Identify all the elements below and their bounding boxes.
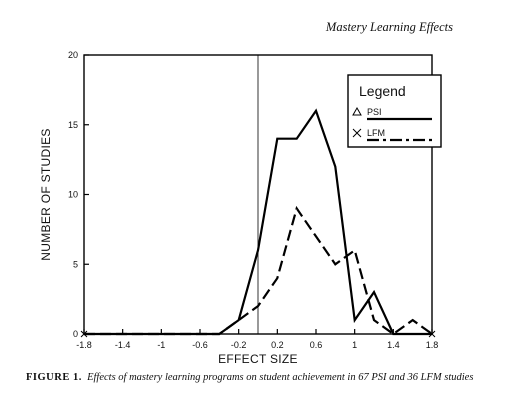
x-marker-start	[80, 330, 88, 338]
y-tick-label: 0	[73, 329, 78, 339]
x-tick-label: -0.2	[231, 340, 247, 350]
y-axis: 0 5 10 15 20	[68, 50, 89, 339]
series-layer	[80, 108, 436, 338]
legend-label-psi: PSI	[367, 107, 382, 117]
figure-label: FIGURE 1.	[26, 372, 82, 383]
x-tick-label: 0.2	[271, 340, 284, 350]
x-tick-label: -1.8	[76, 340, 92, 350]
running-header: Mastery Learning Effects	[325, 20, 453, 34]
figure-caption: FIGURE 1. Effects of mastery learning pr…	[26, 371, 496, 384]
x-tick-label: 0.6	[310, 340, 323, 350]
legend-box	[347, 74, 442, 148]
y-axis-title: NUMBER OF STUDIES	[39, 128, 53, 260]
x-tick-label: 1.4	[387, 340, 400, 350]
x-marker-end	[428, 330, 436, 338]
series-line-lfm	[84, 205, 433, 336]
legend-entries: PSI LFM	[352, 106, 432, 142]
x-axis-title: EFFECT SIZE	[218, 352, 298, 366]
line-chart: 0 5 10 15 20 -1.8 -1.4 -1 -0.6 -0.2 0.2 0.6 1 1.4 1.8…	[39, 50, 442, 366]
legend: Legend PSI LFM	[347, 74, 442, 148]
y-tick-label: 15	[68, 120, 78, 130]
legend-entry-psi: PSI	[352, 106, 432, 121]
x-axis: -1.8 -1.4 -1 -0.6 -0.2 0.2 0.6 1 1.4 1.8	[76, 329, 438, 350]
y-tick-label: 20	[68, 50, 78, 60]
x-tick-label: -1	[157, 340, 165, 350]
x-tick-label: 1	[352, 340, 357, 350]
legend-title: Legend	[359, 83, 406, 99]
y-tick-label: 10	[68, 190, 78, 200]
y-tick-label: 5	[73, 259, 78, 269]
x-tick-label: 1.8	[426, 340, 439, 350]
x-tick-label: -1.4	[115, 340, 131, 350]
triangle-marker-icon	[352, 106, 362, 116]
legend-entry-lfm: LFM	[352, 128, 432, 142]
x-marker-icon	[352, 128, 362, 138]
legend-label-lfm: LFM	[367, 128, 385, 138]
x-tick-label: -0.6	[192, 340, 208, 350]
figure-caption-text: Effects of mastery learning programs on …	[87, 372, 474, 383]
